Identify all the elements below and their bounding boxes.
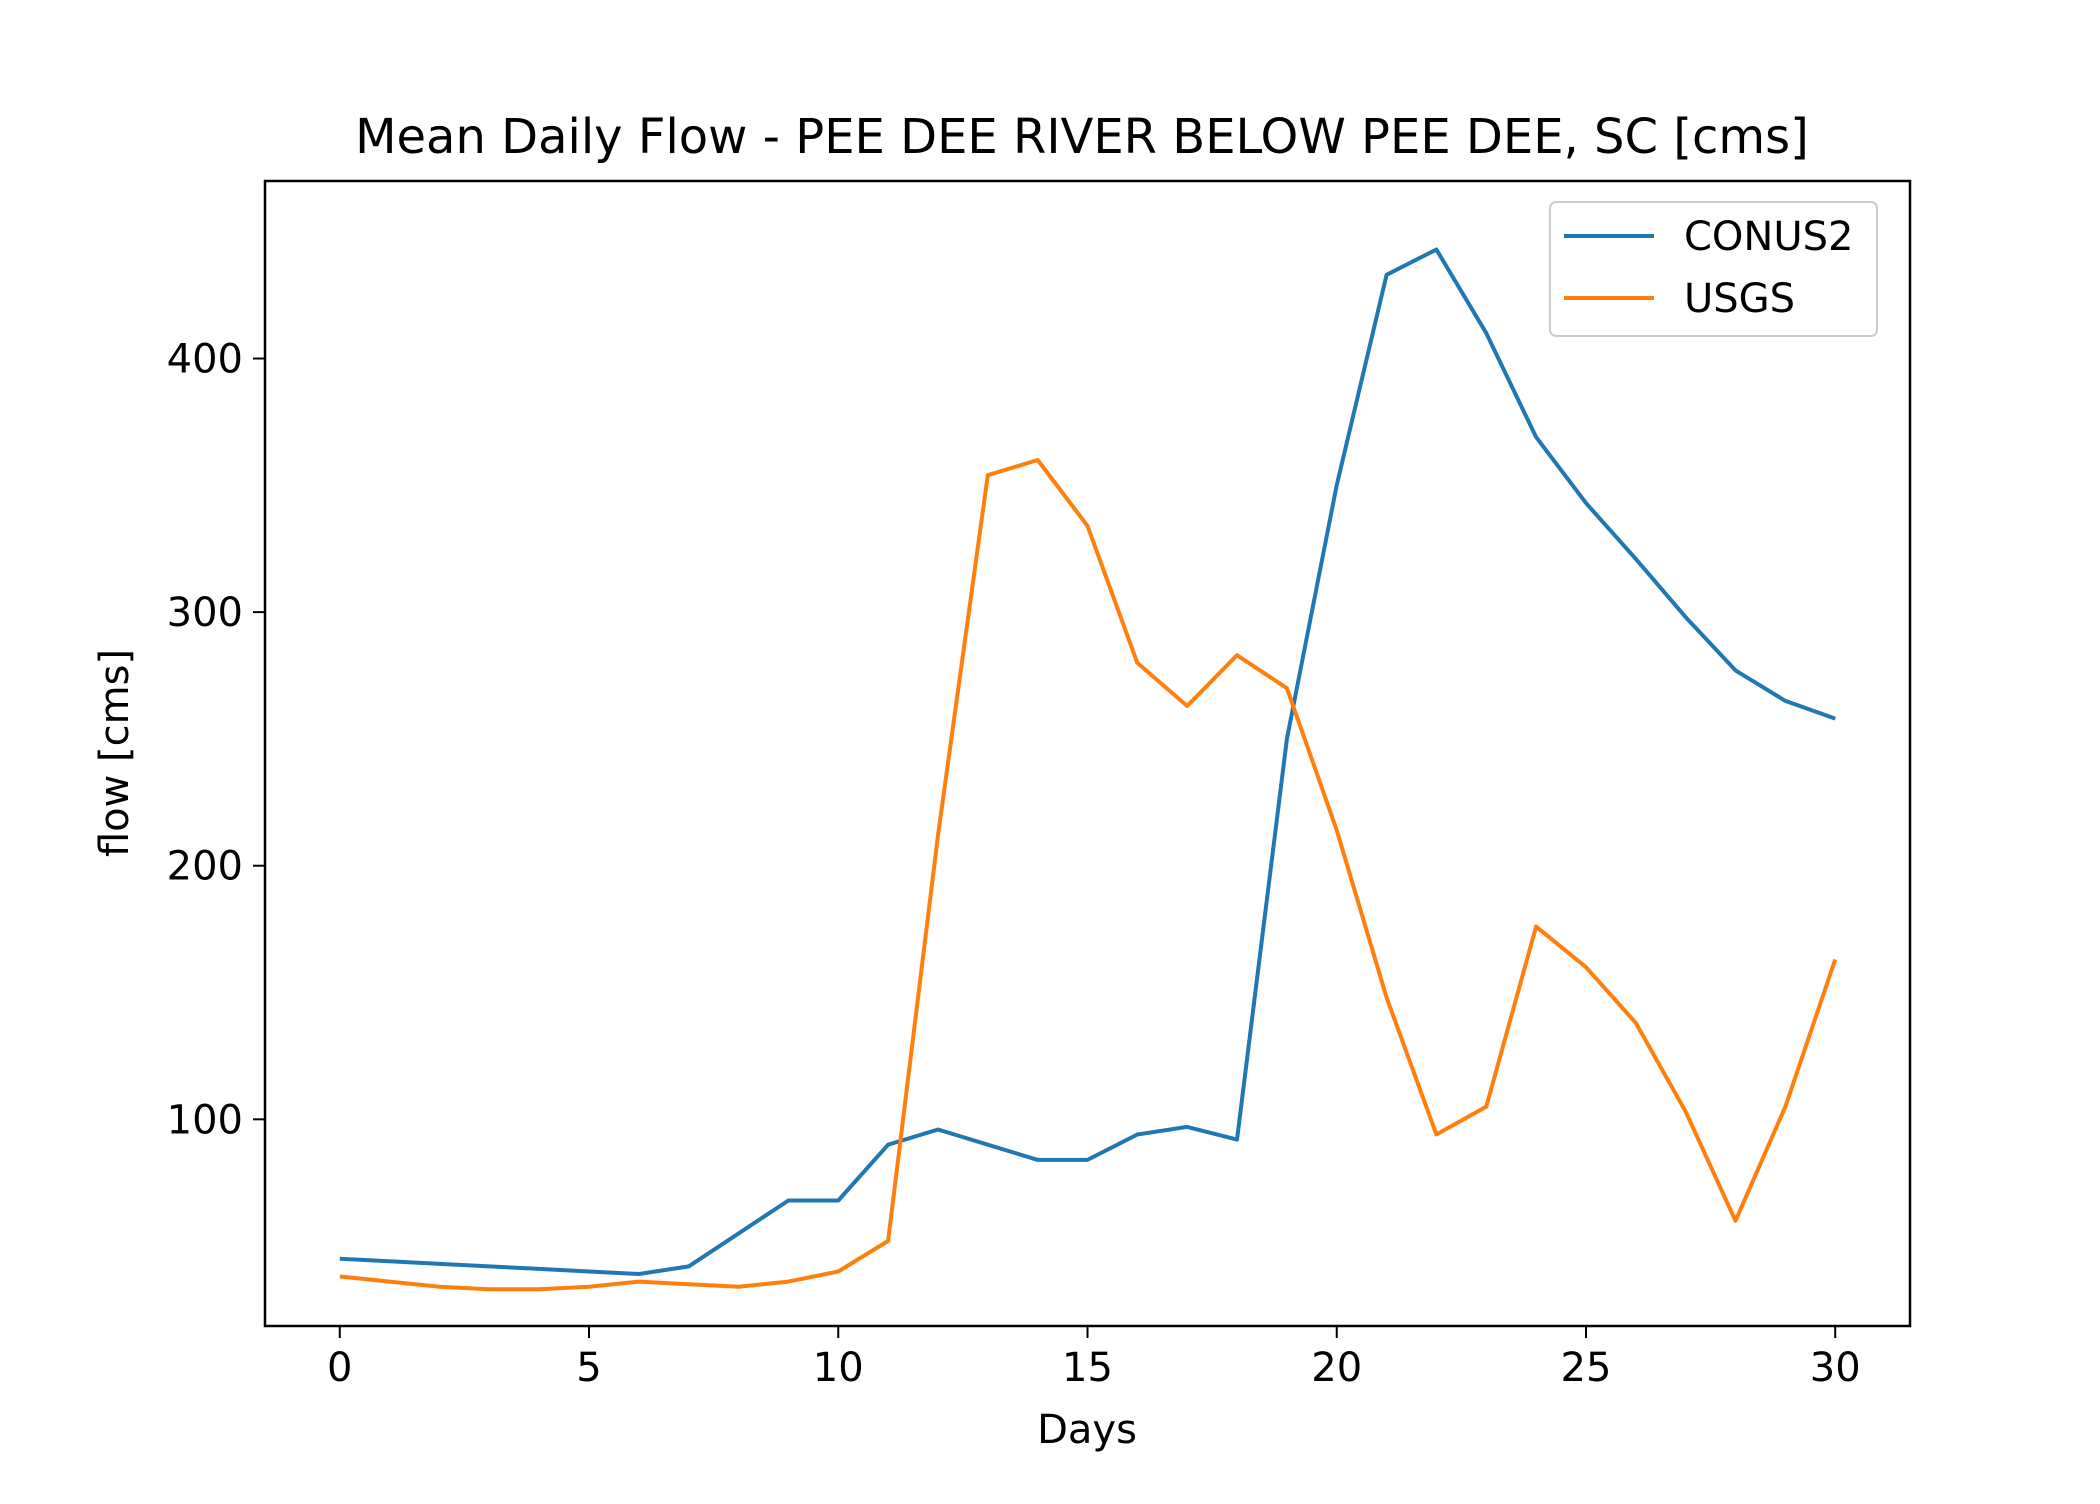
- x-tick-label: 0: [327, 1345, 352, 1391]
- x-tick-label: 10: [813, 1345, 864, 1391]
- y-axis: 100 200 300 400: [167, 337, 265, 1143]
- x-tick-label: 15: [1062, 1345, 1113, 1391]
- legend-label-conus2: CONUS2: [1684, 214, 1853, 260]
- chart-title: Mean Daily Flow - PEE DEE RIVER BELOW PE…: [355, 109, 1809, 165]
- x-axis: 0 5 10 15 20 25 30: [327, 1326, 1861, 1391]
- y-axis-label: flow [cms]: [92, 649, 138, 857]
- y-tick-label: 200: [167, 844, 243, 890]
- legend: CONUS2 USGS: [1549, 201, 1878, 337]
- y-tick-label: 400: [167, 337, 243, 383]
- y-tick-label: 300: [167, 590, 243, 636]
- series-layer: [339, 247, 1838, 1292]
- x-tick-label: 20: [1311, 1345, 1362, 1391]
- series-line-usgs: [339, 458, 1838, 1292]
- x-tick-label: 25: [1561, 1345, 1612, 1391]
- legend-label-usgs: USGS: [1684, 276, 1795, 322]
- series-line-conus2: [339, 247, 1836, 1276]
- x-tick-label: 30: [1810, 1345, 1861, 1391]
- x-axis-label: Days: [1037, 1407, 1137, 1453]
- y-tick-label: 100: [167, 1097, 243, 1143]
- x-tick-label: 5: [576, 1345, 601, 1391]
